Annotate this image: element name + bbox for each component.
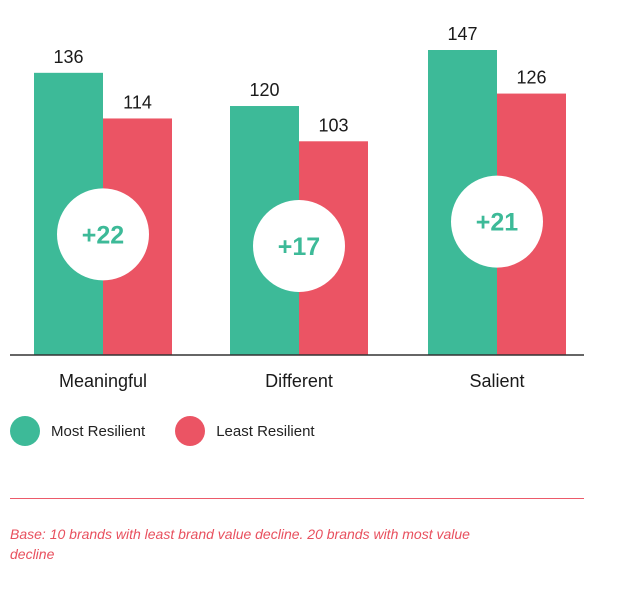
legend-swatch-least-resilient [175,416,206,446]
legend-item-most-resilient: Most Resilient [10,416,145,446]
difference-label-meaningful: +22 [82,221,124,249]
data-label-different-least-resilient: 103 [318,115,348,135]
legend-swatch-most-resilient [10,416,40,446]
legend-label-most-resilient: Most Resilient [51,422,146,440]
difference-label-salient: +21 [476,209,519,237]
data-label-meaningful-least-resilient: 114 [123,92,152,112]
footnote-divider [10,498,584,499]
difference-bubble-salient [451,175,543,268]
difference-bubble-meaningful [57,188,149,281]
category-label-salient: Salient [469,371,524,391]
category-label-different: Different [265,371,333,391]
legend: Most Resilient Least Resilient [10,416,345,446]
bar-chart: 136 114 +22 Meaningful 120 103 +17 Different 147… [10,24,584,391]
data-label-salient-least-resilient: 126 [516,68,546,88]
legend-label-least-resilient: Least Resilient [216,422,315,440]
difference-label-different: +17 [278,233,320,261]
difference-bubble-different [253,200,345,293]
footnote: Base: 10 brands with least brand value d… [10,526,470,562]
data-label-meaningful-most-resilient: 136 [53,47,83,67]
data-label-salient-most-resilient: 147 [447,24,477,44]
data-label-different-most-resilient: 120 [249,80,279,100]
legend-item-least-resilient: Least Resilient [175,416,315,446]
category-label-meaningful: Meaningful [59,371,147,391]
